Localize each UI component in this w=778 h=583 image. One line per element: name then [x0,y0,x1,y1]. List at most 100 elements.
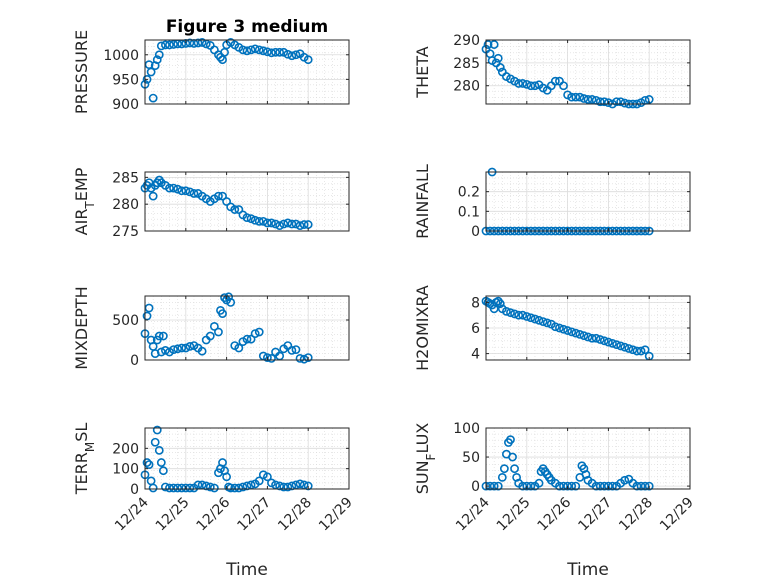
data-point [173,344,183,354]
data-point [620,475,630,485]
y-tick-label: 0 [130,353,139,369]
data-point [489,481,499,491]
data-point [534,478,544,488]
data-point [612,340,621,350]
data-point [563,326,572,335]
y-axis-label: RAINFALL [413,164,432,239]
x-axis-label: Time [566,560,609,580]
data-point [262,47,272,57]
data-point [510,309,519,319]
data-point [493,481,503,491]
data-point [542,318,552,328]
data-point [209,321,219,331]
axes-box [144,427,350,490]
data-point [152,425,162,435]
x-tick-label: 12/29 [657,495,697,535]
data-point [165,40,174,50]
data-point [591,333,601,343]
data-point [530,314,540,324]
data-point [624,344,634,353]
data-point [222,197,231,206]
data-point [636,346,646,356]
y-axis-label: SUNFLUX [413,423,438,495]
data-point [287,51,297,61]
data-point [230,483,240,493]
x-tick-label: 12/28 [275,495,315,535]
x-tick-label: 12/27 [234,495,274,535]
data-point [158,331,168,341]
data-point [571,92,581,102]
y-tick-label: 100 [112,462,139,478]
data-point [283,482,293,492]
data-point [242,213,252,222]
data-point [506,308,515,318]
data-point [242,481,252,491]
data-point [218,191,227,201]
series-markers [481,40,654,109]
data-point [160,482,170,492]
y-axis-label: TERRMSL [72,423,97,496]
y-axis-label: MIXDEPTH [72,286,91,369]
data-point [205,482,215,492]
subplot-1: 900 950 1000 PRESSURE Figure 3 medium [72,17,350,114]
data-point [254,216,264,226]
data-point [218,458,227,467]
y-tick-label: 280 [453,79,480,95]
y-tick-label: 290 [453,33,480,49]
data-point [299,220,309,229]
data-point [218,309,227,318]
data-point [303,353,313,362]
x-tick-label: 12/25 [153,495,193,535]
series-markers [481,435,654,491]
data-point [522,481,532,491]
series-markers [140,292,313,364]
data-point [559,81,568,91]
data-point [238,45,248,55]
data-point [242,334,252,344]
data-point [160,345,170,355]
data-point [254,45,264,55]
data-point [287,219,297,229]
data-point [571,328,581,338]
y-axis-label: H2OMIXRA [413,285,432,371]
data-point [169,183,178,193]
data-point [575,329,585,339]
x-tick-label: 12/28 [616,495,656,535]
data-point [238,482,248,492]
data-point [295,479,305,489]
data-point [267,48,276,58]
x-tick-label: 12/26 [194,494,234,534]
data-point [640,345,650,355]
data-point [185,341,195,351]
data-point [303,481,313,491]
data-point [193,38,203,48]
data-point [599,336,609,346]
data-point [197,346,207,356]
data-point [616,97,626,107]
subplot-2: 280 285 290 THETA [413,33,691,109]
y-axis-label: THETA [413,46,432,98]
data-point [550,76,560,86]
data-point [571,481,581,491]
data-point [295,221,305,231]
data-point [506,435,515,445]
data-point [567,327,577,337]
data-point [181,483,191,493]
y-axis-label: PRESSURE [72,30,91,114]
data-point [262,218,272,228]
subplot-6: 4 6 8 H2OMIXRA [413,285,691,371]
data-point [620,342,630,352]
data-point [226,297,236,307]
data-point [538,317,548,326]
data-point [579,94,589,103]
data-point [222,472,231,482]
data-point [173,483,183,493]
data-point [158,466,168,476]
data-point [559,324,568,334]
data-point [563,481,572,491]
data-point [160,40,170,50]
x-axis-label: Time [225,560,268,580]
subplot-8: 0 50 100 SUNFLUX 12/24 12/25 12/26 12/27 12/28 12… [413,421,697,580]
data-point [483,40,493,49]
data-point [262,472,272,482]
